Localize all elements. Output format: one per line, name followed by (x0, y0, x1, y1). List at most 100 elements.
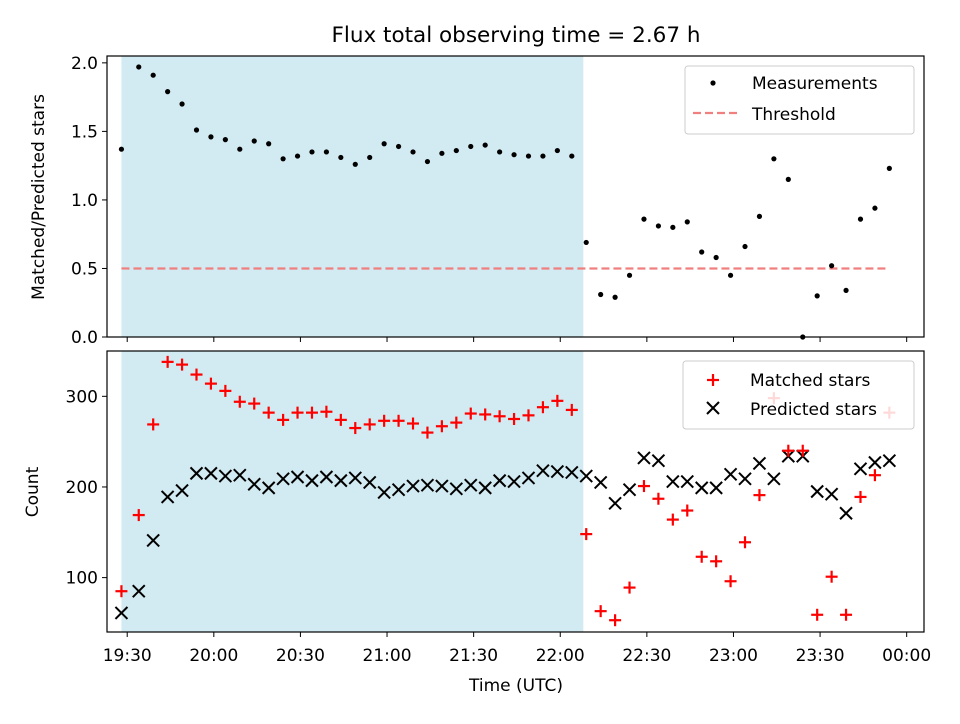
matched-star-point (666, 513, 679, 526)
ratio-axes-frame (106, 55, 925, 338)
predicted-star-point (536, 463, 550, 478)
predicted-star-point (290, 470, 305, 484)
predicted-star-point (435, 479, 449, 493)
legend-matched-marker (707, 374, 719, 386)
matched-star-point (464, 407, 477, 420)
measurement-point (843, 287, 849, 293)
matched-star-point (363, 418, 376, 431)
measurement-point (626, 272, 633, 278)
x-tick-label: 20:00 (189, 646, 238, 666)
matched-star-point (868, 469, 881, 482)
matched-star-point (147, 418, 160, 431)
count-legend-box (682, 360, 915, 430)
predicted-star-point (651, 453, 666, 468)
measurement-point (814, 293, 820, 299)
matched-star-point (190, 368, 203, 381)
predicted-star-point (882, 453, 897, 468)
ratio-y-tick-label: 0.5 (71, 259, 98, 279)
count-y-ticks: 100 200 300 (66, 387, 107, 589)
measurement-point (352, 161, 358, 167)
measurement-point (251, 138, 257, 144)
predicted-star-point (276, 472, 290, 486)
predicted-star-point (377, 485, 391, 500)
predicted-star-point (565, 465, 579, 480)
predicted-star-point (160, 490, 175, 504)
measurement-point (540, 153, 546, 159)
x-tick-label: 23:00 (709, 646, 758, 666)
legend-threshold-label: Threshold (751, 105, 836, 125)
matched-star-point (565, 403, 578, 416)
measurement-point (497, 149, 503, 155)
matched-star-point (407, 417, 420, 430)
measurement-point (511, 152, 517, 158)
measurement-point (742, 243, 748, 250)
matched-star-point (305, 406, 318, 419)
chart-title: Flux total observing time = 2.67 h (332, 23, 701, 48)
legend-measurements-label: Measurements (752, 74, 878, 94)
measurement-point (150, 72, 156, 78)
measurement-point (294, 153, 301, 159)
matched-star-point (695, 550, 708, 563)
measurement-point (208, 134, 214, 140)
matched-star-point (681, 504, 694, 517)
predicted-star-point (666, 474, 680, 489)
matched-star-point (551, 394, 564, 407)
ratio-y-tick-label: 2.0 (71, 54, 98, 74)
predicted-star-point (507, 474, 521, 489)
matched-star-point (522, 409, 535, 422)
measurement-point (237, 146, 243, 152)
matched-star-point (435, 420, 448, 433)
predicted-star-point (752, 456, 767, 471)
matched-star-point (479, 408, 492, 421)
matched-star-point (115, 585, 128, 598)
matched-star-point (724, 575, 737, 588)
count-x-ticks: 19:30 20:00 20:30 21:00 21:30 22:00 22:30 23:00… (103, 632, 931, 666)
matched-star-point (652, 492, 665, 505)
measurement-point (118, 146, 125, 152)
measurement-point (136, 64, 142, 70)
x-tick-label: 22:30 (622, 646, 671, 666)
matched-star-point (710, 555, 723, 568)
measurement-point (367, 154, 373, 161)
measurement-point (727, 272, 734, 278)
matched-star-point (854, 490, 867, 503)
matched-star-point (219, 384, 232, 397)
predicted-star-point (363, 475, 377, 490)
x-axis-label: Time (UTC) (468, 676, 563, 696)
matched-star-point (796, 444, 809, 457)
predicted-star-point (348, 471, 362, 485)
measurement-point (193, 127, 200, 133)
predicted-star-point (406, 479, 420, 493)
measurement-point (771, 156, 777, 162)
count-shaded-window (121, 351, 584, 632)
count-y-tick-label: 200 (66, 478, 98, 498)
predicted-star-point (521, 471, 536, 485)
measurement-point (670, 224, 676, 230)
ratio-x-ticks (126, 337, 908, 342)
x-tick-label: 19:30 (103, 646, 152, 666)
measurement-point (857, 216, 864, 222)
ratio-legend: Measurements Threshold (684, 65, 915, 135)
matched-star-point (176, 358, 189, 371)
x-tick-label: 20:30 (276, 646, 325, 666)
matched-star-point (739, 536, 752, 549)
predicted-star-point (305, 473, 319, 488)
top-shade-layer (121, 56, 584, 337)
predicted-star-point (449, 482, 464, 496)
ratio-y-tick-label: 0.0 (71, 328, 98, 348)
predicted-star-point (680, 474, 694, 489)
measurement-point (165, 89, 171, 95)
predicted-star-point (218, 469, 233, 483)
measurement-point (886, 165, 892, 171)
matched-star-point (508, 412, 521, 425)
predicted-star-point (492, 473, 507, 488)
measurement-point (266, 141, 272, 147)
matched-star-point (450, 416, 463, 429)
x-tick-label: 23:30 (796, 646, 845, 666)
predicted-star-point (853, 462, 868, 476)
measurement-point (699, 249, 705, 255)
matched-star-point (840, 608, 853, 621)
matched-star-point (637, 480, 650, 493)
predicted-star-point (261, 481, 276, 495)
